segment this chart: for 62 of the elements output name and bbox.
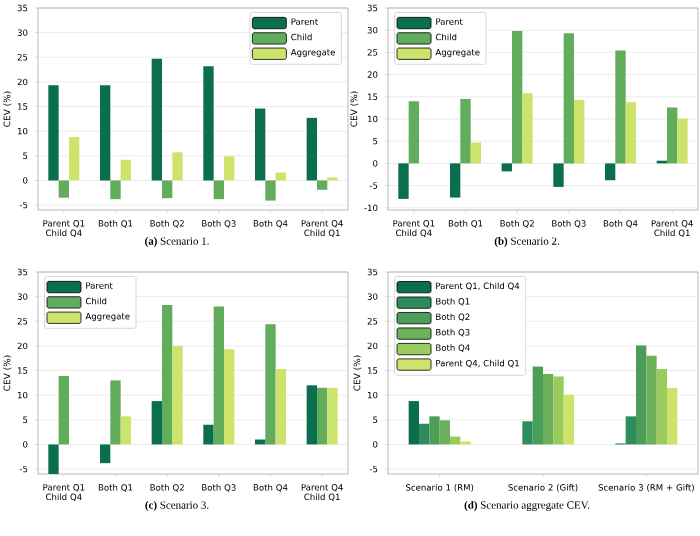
bar [151, 58, 162, 181]
bar [172, 345, 183, 445]
bar [99, 444, 111, 464]
bar [666, 107, 678, 164]
bar [470, 142, 482, 164]
bar [224, 156, 235, 181]
bar [604, 163, 616, 181]
bar [625, 416, 637, 445]
bar [646, 355, 657, 445]
bar [172, 152, 183, 181]
bar [265, 324, 276, 445]
bar [120, 416, 132, 445]
bar [656, 369, 668, 445]
bar [161, 305, 173, 445]
bar [553, 163, 564, 187]
bar [449, 163, 461, 198]
bar [110, 380, 121, 445]
bar [203, 66, 214, 181]
bar [553, 376, 564, 445]
bar [306, 385, 317, 445]
bar [151, 401, 162, 445]
bar [203, 424, 214, 445]
bar [522, 421, 533, 445]
bar [419, 423, 430, 445]
bar [532, 366, 544, 445]
bar [48, 444, 59, 474]
bar [58, 180, 69, 198]
bar [574, 99, 585, 164]
bar [563, 33, 574, 164]
bar [275, 369, 287, 445]
bar [58, 375, 69, 445]
bar [327, 387, 338, 445]
bar [512, 31, 523, 164]
bar [224, 349, 235, 445]
bar [69, 137, 80, 181]
bar [120, 159, 132, 181]
bar [213, 306, 224, 445]
bar [522, 93, 533, 164]
bar [306, 117, 317, 181]
bar [615, 50, 626, 164]
bar [408, 401, 419, 445]
bar [99, 85, 111, 181]
bar [439, 420, 450, 445]
bar [316, 387, 328, 445]
bar [501, 163, 512, 172]
bar [408, 101, 420, 164]
bar [636, 345, 647, 445]
bar [677, 118, 688, 164]
bar [398, 163, 409, 199]
bar [48, 85, 59, 181]
bar [460, 99, 471, 164]
bar [254, 108, 266, 181]
bar [265, 180, 276, 201]
bar [316, 180, 328, 190]
bar [161, 180, 173, 199]
bar [667, 387, 678, 445]
bar [213, 180, 224, 200]
bar [563, 394, 575, 445]
bar [543, 373, 554, 445]
bar [429, 416, 440, 445]
bar [625, 102, 637, 164]
bar [110, 180, 121, 200]
